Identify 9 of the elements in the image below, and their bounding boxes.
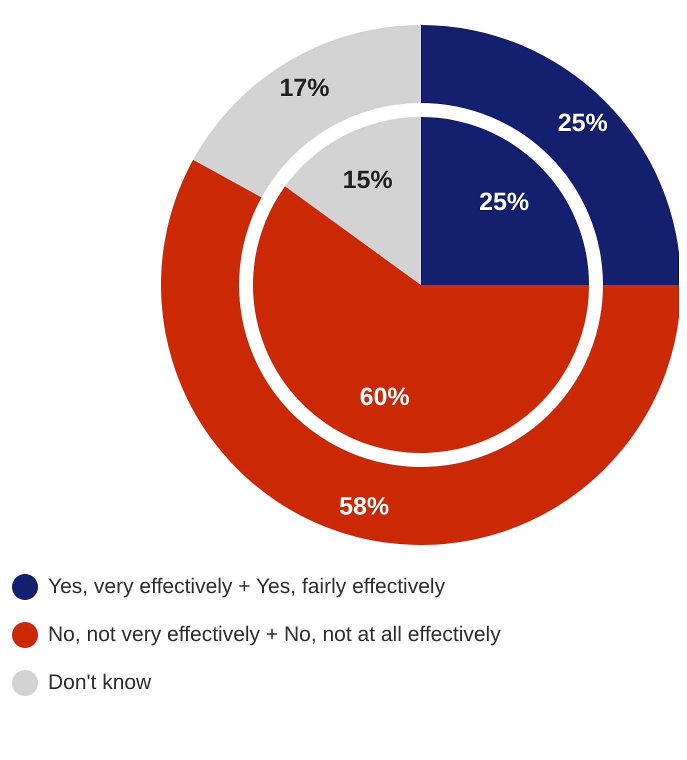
legend-label: Yes, very effectively + Yes, fairly effectively xyxy=(48,575,446,599)
data-label: 17% xyxy=(280,74,330,102)
data-label: 15% xyxy=(342,166,393,194)
data-label: 25% xyxy=(479,188,530,216)
data-label: 25% xyxy=(558,109,608,138)
legend-label: No, not very effectively + No, not at all effectively xyxy=(48,623,501,647)
data-label: 60% xyxy=(360,382,410,411)
legend-label: Don't know xyxy=(48,671,152,695)
data-label: 58% xyxy=(339,492,390,521)
